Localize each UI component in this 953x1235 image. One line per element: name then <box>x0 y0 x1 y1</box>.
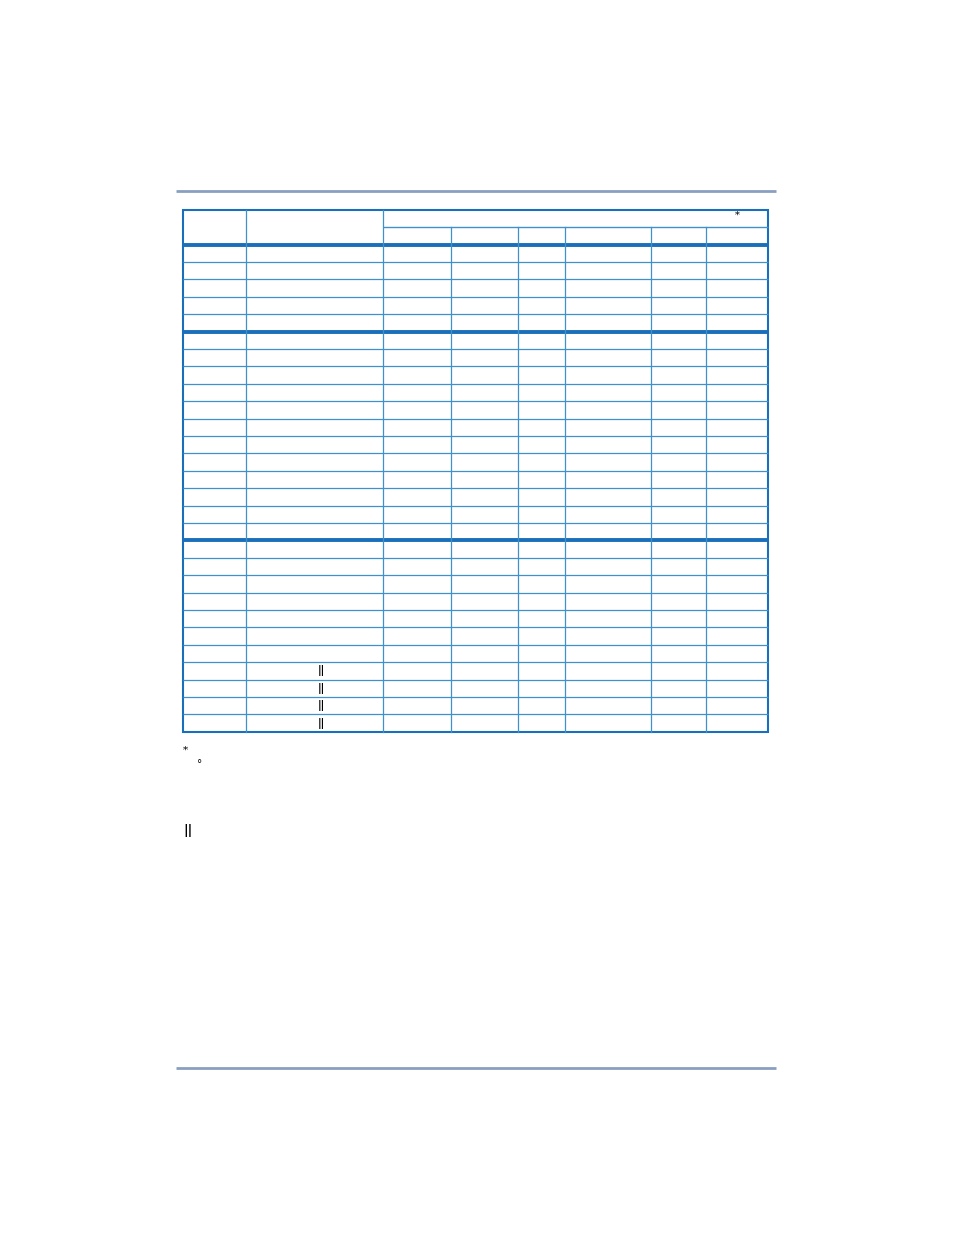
Text: *: * <box>183 746 188 755</box>
Bar <box>183 210 767 732</box>
Text: ||: || <box>317 700 325 711</box>
Text: ||: || <box>317 666 325 677</box>
Text: °: ° <box>197 758 202 769</box>
Text: ||: || <box>317 718 325 729</box>
Text: *: * <box>734 211 739 220</box>
Text: ||: || <box>183 824 193 837</box>
Text: ||: || <box>317 683 325 694</box>
